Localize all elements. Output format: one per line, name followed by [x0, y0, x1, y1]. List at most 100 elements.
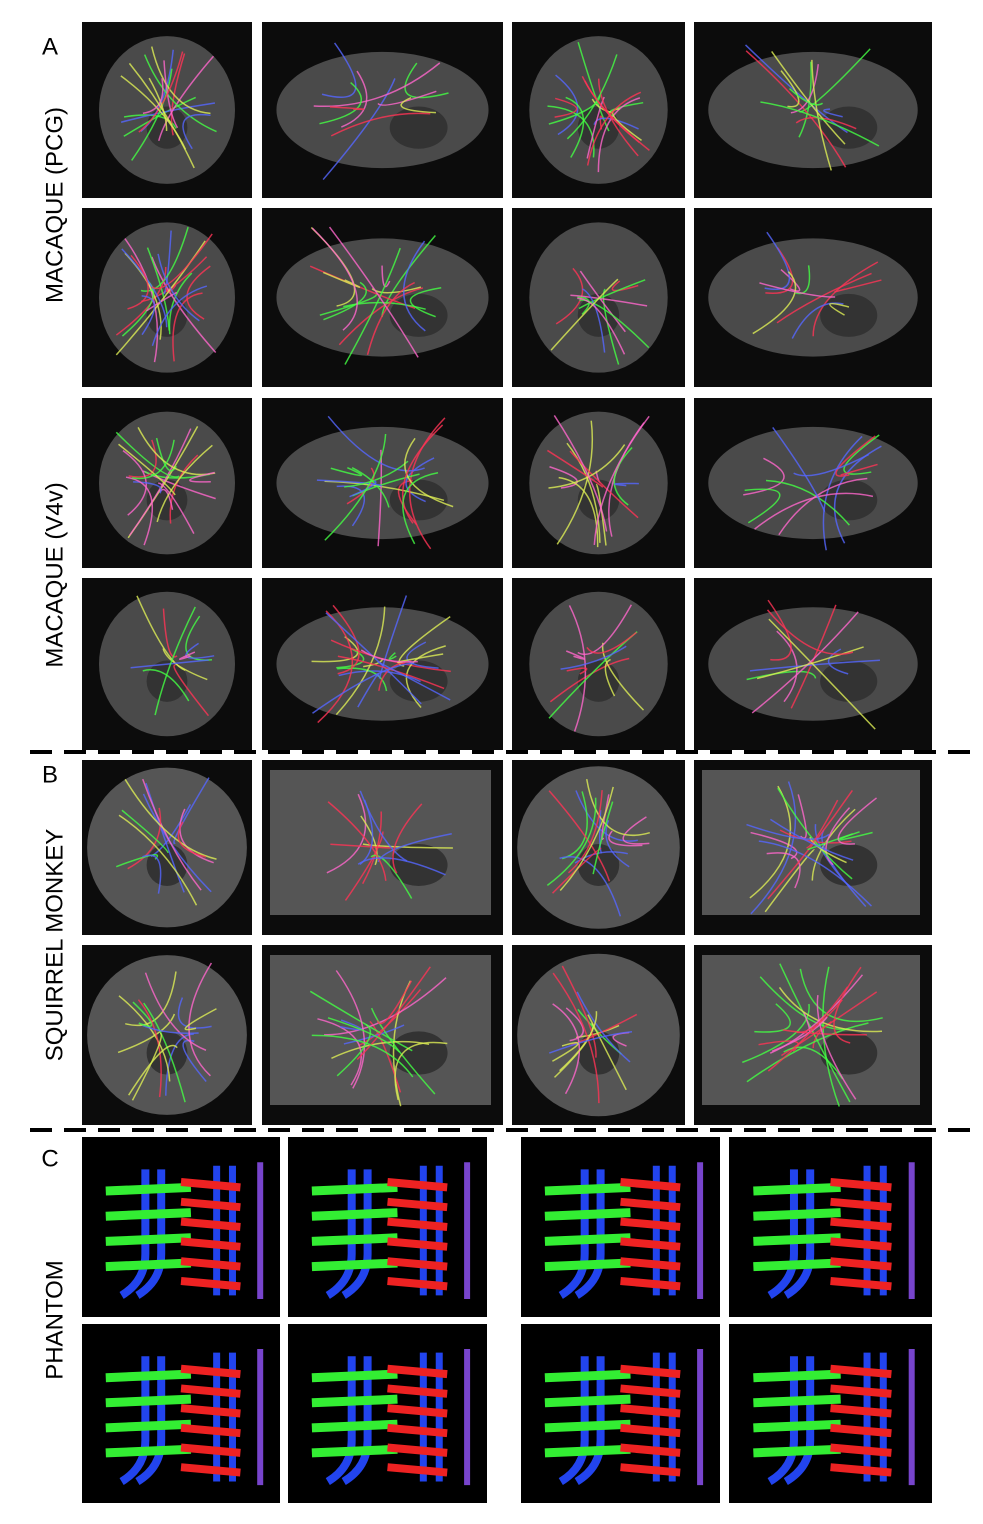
fiber	[312, 662, 415, 714]
fiber	[404, 62, 449, 99]
phantom-tube	[620, 1178, 681, 1192]
group-label: MACAQUE (PCG)	[41, 107, 68, 303]
phantom-tube	[620, 1443, 681, 1457]
fiber	[825, 807, 851, 866]
fiber	[115, 240, 206, 356]
fiber	[405, 457, 435, 503]
phantom-panel	[288, 1324, 487, 1503]
phantom-tube	[180, 1384, 241, 1398]
fiber	[840, 463, 878, 476]
fiber	[780, 269, 801, 292]
fiber	[327, 801, 387, 881]
fiber	[141, 295, 156, 336]
fiber	[381, 265, 391, 288]
fiber	[349, 480, 377, 498]
fiber	[118, 995, 171, 1082]
fiber	[130, 659, 209, 669]
phantom-tube	[105, 1208, 192, 1221]
fiber	[552, 847, 602, 894]
fiber	[764, 849, 815, 913]
fiber	[329, 106, 365, 111]
phantom-tube	[830, 1463, 892, 1477]
phantom-tube	[544, 1258, 631, 1272]
fiber	[138, 51, 184, 133]
fiber	[776, 630, 798, 703]
fiber	[782, 1029, 867, 1036]
fiber	[569, 450, 639, 519]
fiber	[766, 852, 801, 889]
fiber	[555, 74, 579, 136]
phantom-tube	[753, 1208, 841, 1221]
fiber	[614, 482, 639, 487]
fiber	[548, 1030, 633, 1054]
brain	[276, 51, 489, 169]
fiber	[369, 1020, 402, 1093]
fiber	[131, 439, 175, 480]
fiber	[325, 612, 422, 705]
fiber	[324, 433, 387, 541]
fiber	[744, 488, 781, 524]
fiber	[143, 54, 217, 133]
fiber	[360, 649, 418, 663]
fiber	[765, 247, 794, 295]
fiber	[400, 97, 436, 114]
phantom-tube	[311, 1258, 398, 1272]
phantom-tube	[544, 1444, 631, 1458]
phantom-tube	[783, 1169, 815, 1299]
fiber	[324, 977, 447, 1036]
fiber	[833, 966, 862, 1044]
fiber	[311, 636, 359, 663]
fiber	[120, 102, 216, 123]
panels	[82, 22, 932, 1503]
fiber	[577, 604, 633, 656]
fiber	[357, 857, 446, 876]
fiber	[331, 1040, 430, 1059]
fiber	[549, 466, 578, 489]
fiber	[838, 831, 873, 841]
fiber	[553, 415, 608, 532]
phantom-tube	[180, 1237, 241, 1251]
fiber	[746, 823, 830, 840]
fiber	[743, 457, 785, 496]
phantom-tube	[620, 1237, 681, 1251]
phantom-tube	[311, 1233, 398, 1246]
panel-letter: B	[42, 761, 58, 788]
fiber	[806, 799, 839, 849]
fiber	[593, 415, 650, 545]
phantom-panel	[82, 1137, 280, 1317]
fiber	[341, 70, 368, 128]
fiber	[172, 292, 203, 362]
phantom-tube	[180, 1178, 241, 1192]
fiber	[827, 648, 849, 675]
fiber	[576, 991, 631, 1063]
fiber	[765, 479, 850, 526]
fiber	[587, 1014, 627, 1091]
phantom-tube	[620, 1463, 681, 1477]
fiber	[182, 113, 211, 150]
fiber	[756, 646, 864, 680]
phantom-tube	[544, 1369, 631, 1383]
fiber	[799, 48, 871, 113]
fiber	[795, 265, 811, 295]
fiber	[574, 851, 628, 864]
fiber	[184, 1008, 217, 1031]
fiber	[142, 78, 164, 114]
fiber	[326, 793, 367, 874]
fiber	[118, 814, 198, 906]
brain	[708, 51, 918, 169]
fiber	[768, 618, 876, 730]
phantom-tube	[180, 1277, 241, 1291]
phantom-panel	[288, 1137, 487, 1317]
fiber	[578, 279, 646, 310]
fiber	[570, 294, 648, 307]
phantom-tube	[387, 1237, 448, 1251]
phantom-tube	[753, 1258, 841, 1272]
panel-letter: A	[42, 33, 58, 60]
fiber	[556, 420, 594, 545]
brain-detail	[389, 293, 448, 337]
fiber	[377, 90, 437, 106]
phantom-tube	[558, 1356, 589, 1485]
phantom-tube	[341, 1356, 372, 1485]
fiber	[328, 226, 419, 358]
